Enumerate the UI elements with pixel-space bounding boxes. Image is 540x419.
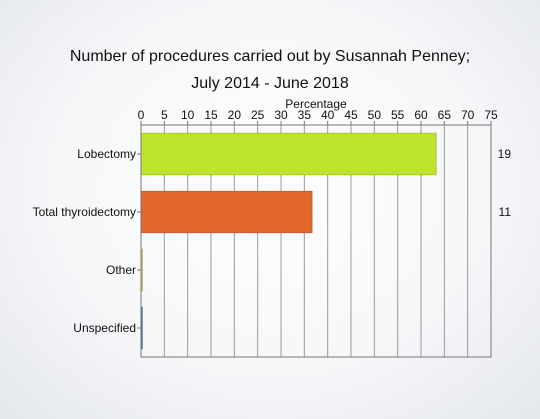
category-label: Other	[106, 263, 136, 277]
x-tick-label: 75	[484, 108, 498, 122]
x-tick-label: 25	[251, 108, 265, 122]
x-axis-label: Percentage	[285, 97, 347, 111]
bar[interactable]	[140, 132, 437, 176]
x-tick-label: 5	[161, 108, 168, 122]
x-tick-label: 0	[138, 108, 145, 122]
x-tick-label: 65	[438, 108, 452, 122]
category-label: Lobectomy	[77, 147, 136, 161]
x-tick-label: 30	[274, 108, 288, 122]
category-label: Unspecified	[73, 321, 136, 335]
x-tick-label: 50	[368, 108, 382, 122]
x-tick-label: 20	[228, 108, 242, 122]
count-label: 11	[499, 205, 512, 219]
chart-title-line-1: Number of procedures carried out by Susa…	[69, 48, 471, 65]
category-labels: Lobectomy Total thyroidectomy Other Unspeci…	[33, 147, 141, 335]
x-tick-label: 55	[391, 108, 405, 122]
x-tick-label: 10	[181, 108, 195, 122]
x-tick-label: 60	[414, 108, 428, 122]
x-tick-label: 45	[344, 108, 358, 122]
bars	[140, 132, 437, 350]
x-tick-label: 35	[298, 108, 312, 122]
x-tick-label: 70	[461, 108, 475, 122]
x-axis-ticks: 0 5 10 15 20 25 30 35 40 45 50 55 60 65 70 75	[138, 108, 498, 125]
category-label: Total thyroidectomy	[33, 205, 136, 219]
chart-title-line-2: July 2014 - June 2018	[191, 75, 349, 92]
x-tick-label: 40	[321, 108, 335, 122]
count-label: 19	[498, 147, 512, 161]
plot-frame	[140, 124, 492, 358]
bar[interactable]	[140, 190, 313, 234]
x-tick-label: 15	[204, 108, 218, 122]
